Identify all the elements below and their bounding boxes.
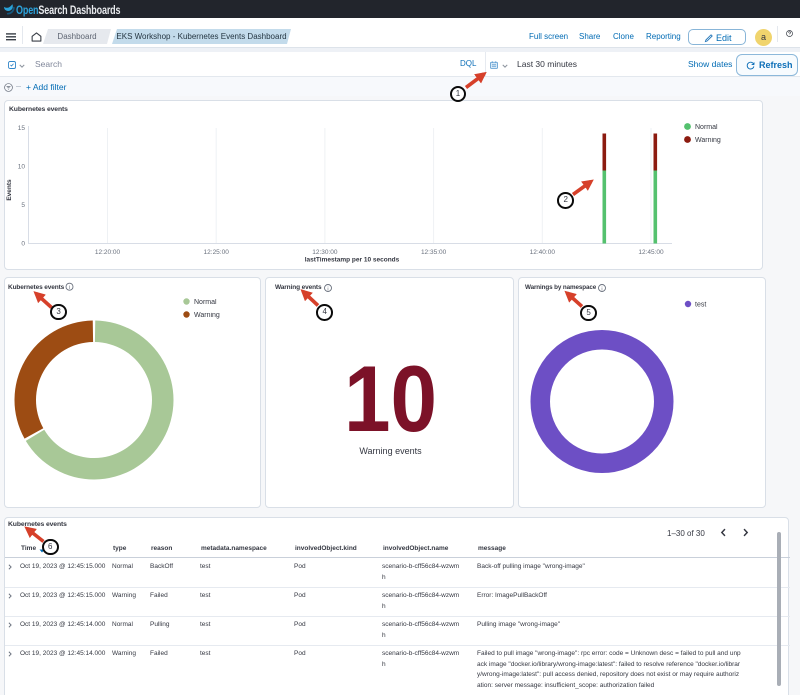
svg-text:12:20:00: 12:20:00	[95, 249, 121, 256]
svg-text:12:45:00: 12:45:00	[638, 249, 664, 256]
svg-text:i: i	[327, 287, 328, 293]
svg-text:0: 0	[21, 241, 25, 248]
svg-text:Warning: Warning	[695, 137, 721, 144]
svg-text:Events: Events	[6, 179, 13, 201]
svg-text:Normal: Normal	[695, 124, 718, 131]
svg-text:15: 15	[18, 125, 26, 132]
svg-text:12:30:00: 12:30:00	[312, 249, 338, 256]
svg-text:5: 5	[21, 202, 25, 209]
svg-text:i: i	[601, 287, 602, 293]
svg-text:Warning: Warning	[194, 312, 220, 319]
svg-text:lastTimestamp per 10 seconds: lastTimestamp per 10 seconds	[305, 257, 400, 264]
svg-text:test: test	[695, 302, 706, 309]
svg-text:12:35:00: 12:35:00	[421, 249, 447, 256]
svg-text:i: i	[69, 285, 70, 291]
svg-text:12:40:00: 12:40:00	[530, 249, 556, 256]
svg-text:10: 10	[18, 164, 26, 171]
svg-text:Normal: Normal	[194, 299, 217, 306]
svg-text:12:25:00: 12:25:00	[204, 249, 230, 256]
